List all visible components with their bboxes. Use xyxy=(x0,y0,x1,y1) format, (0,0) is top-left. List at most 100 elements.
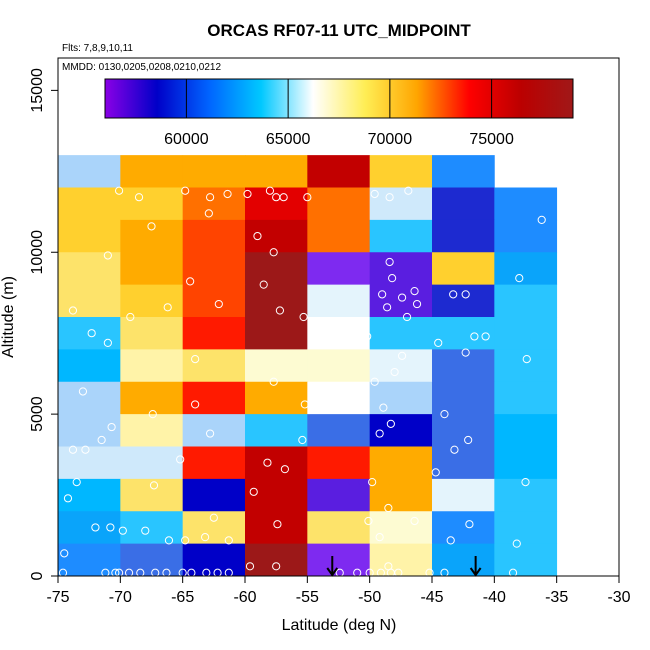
heatmap-cell xyxy=(245,252,308,286)
heatmap-cell xyxy=(245,187,308,221)
heatmap-cell xyxy=(494,511,558,545)
heatmap-cell xyxy=(245,317,308,350)
heatmap-cell xyxy=(369,317,433,350)
observation-point xyxy=(397,351,407,360)
observation-point xyxy=(364,516,373,526)
colorbar-ticks: 60000 65000 70000 75000 xyxy=(164,79,514,148)
colorbar xyxy=(104,78,574,119)
x-tick-label: -60 xyxy=(233,589,256,606)
observation-point xyxy=(141,526,150,535)
heatmap-cell xyxy=(245,349,308,383)
heatmap-cell xyxy=(494,284,558,318)
observation-point xyxy=(470,332,479,341)
heatmap-cell xyxy=(369,187,433,221)
heatmap-cell xyxy=(494,317,558,350)
heatmap-cell xyxy=(182,349,246,383)
observation-point xyxy=(68,306,78,315)
heatmap-cell xyxy=(494,252,558,286)
heatmap-cell xyxy=(120,317,184,350)
observation-point xyxy=(253,231,262,241)
heatmap-cell xyxy=(58,317,121,350)
heatmap-cell xyxy=(182,446,246,480)
observation-point xyxy=(385,193,394,202)
observation-point xyxy=(269,377,278,386)
observation-point xyxy=(280,465,289,474)
heatmap-cell xyxy=(58,478,121,512)
heatmap-cell xyxy=(120,349,184,383)
x-tick-label: -50 xyxy=(358,589,381,606)
heatmap-cell xyxy=(494,414,558,447)
observation-point xyxy=(209,513,218,522)
observation-point xyxy=(272,562,281,571)
heatmap-cell xyxy=(120,414,184,447)
x-tick-label: -40 xyxy=(483,589,506,606)
observation-point xyxy=(363,332,372,341)
heatmap-cell xyxy=(494,187,558,221)
heatmap-cell xyxy=(494,349,558,383)
observation-point xyxy=(440,410,449,419)
colorbar-tick-label: 75000 xyxy=(469,131,514,148)
observation-point xyxy=(265,186,275,195)
observation-point xyxy=(163,303,172,312)
heatmap-cell xyxy=(307,317,371,350)
heatmap-cell xyxy=(307,543,371,577)
heatmap-cell xyxy=(182,187,246,221)
observation-point xyxy=(91,523,100,532)
heatmap-cell xyxy=(245,446,308,480)
observation-point xyxy=(375,429,384,438)
x-tick-label: -45 xyxy=(420,589,443,606)
observation-point xyxy=(446,536,455,545)
observation-point xyxy=(449,290,458,299)
observation-point xyxy=(273,520,282,529)
heatmap-cell xyxy=(369,478,433,512)
observation-point xyxy=(148,410,157,419)
observation-point xyxy=(191,354,200,364)
heatmap-cell xyxy=(369,543,433,577)
heatmap-cell xyxy=(120,381,184,415)
observation-point xyxy=(204,209,213,218)
observation-point xyxy=(103,338,112,347)
observation-point xyxy=(300,400,309,409)
y-tick-label: 10000 xyxy=(29,230,46,275)
marker-arrows xyxy=(326,556,482,577)
heatmap-cell xyxy=(245,381,308,415)
observation-point xyxy=(368,478,377,487)
observation-point xyxy=(402,312,412,322)
y-tick-label: 15000 xyxy=(29,68,46,113)
observation-point xyxy=(205,193,215,202)
heatmap-cell xyxy=(182,478,246,512)
observation-point xyxy=(245,562,255,571)
observation-point xyxy=(461,348,470,357)
heatmap-cell xyxy=(120,284,184,318)
observation-point xyxy=(515,274,524,283)
observation-point xyxy=(181,536,190,545)
heatmap-cell xyxy=(307,284,371,318)
observation-point xyxy=(298,435,307,445)
x-tick-label: -65 xyxy=(171,589,194,606)
heatmap-cell xyxy=(432,284,495,318)
heatmap-cell xyxy=(432,414,495,447)
observation-point xyxy=(164,536,174,545)
observation-point xyxy=(384,503,393,513)
heatmap-cell xyxy=(182,252,246,286)
observation-point xyxy=(78,387,88,396)
heatmap-cell xyxy=(58,543,121,577)
heatmap-cell xyxy=(182,219,246,253)
y-tick-label: 0 xyxy=(29,571,46,580)
observation-point xyxy=(118,526,127,535)
heatmap-cell xyxy=(369,446,433,480)
heatmap-cell xyxy=(58,284,121,318)
observation-point xyxy=(375,533,384,542)
observation-point xyxy=(214,299,223,309)
observation-point xyxy=(465,520,474,529)
heatmap-cell xyxy=(494,381,558,415)
observation-point xyxy=(279,193,288,202)
observation-point xyxy=(303,193,312,202)
observation-point xyxy=(201,533,210,542)
heatmap-cell xyxy=(245,414,308,447)
heatmap-cell xyxy=(58,187,121,221)
heatmap-cell xyxy=(432,381,495,415)
heatmap-cell xyxy=(58,155,121,188)
observation-point xyxy=(431,468,440,477)
observation-point xyxy=(522,354,531,364)
